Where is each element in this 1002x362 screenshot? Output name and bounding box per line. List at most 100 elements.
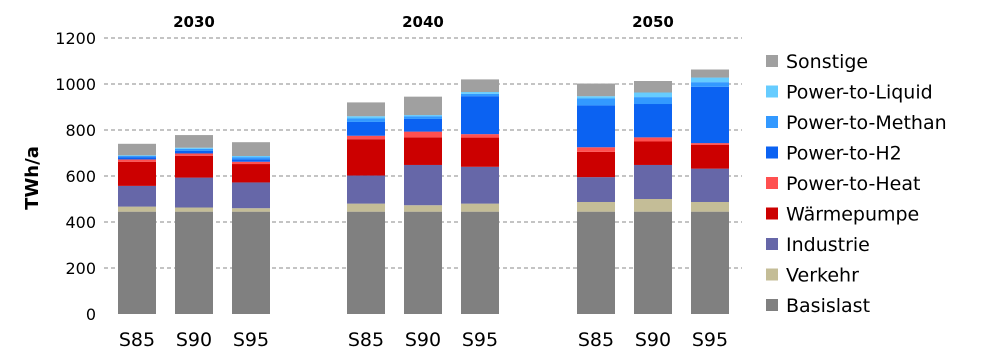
bar-segment-basislast (404, 211, 442, 314)
bar-segment-power-to-heat (118, 159, 156, 162)
bar-segment-power-to-methan (634, 97, 672, 105)
y-tick-label: 0 (86, 305, 96, 324)
bar-segment-basislast (232, 211, 270, 314)
legend-swatch (766, 299, 778, 311)
bar-segment-power-to-heat (461, 134, 499, 138)
legend-swatch (766, 238, 778, 250)
group-label: 2050 (632, 13, 674, 31)
legend-swatch (766, 268, 778, 281)
bar-segment-power-to-heat (404, 131, 442, 138)
legend-swatch (766, 85, 778, 98)
group-label: 2030 (173, 13, 215, 31)
legend-label: Basislast (786, 295, 870, 317)
bar-segment-power-to-heat (634, 137, 672, 142)
bar-segment-industrie (232, 182, 270, 209)
x-category-label: S90 (176, 329, 212, 351)
y-tick-label: 200 (65, 259, 96, 278)
bar-segment-verkehr (232, 208, 270, 212)
bar-segment-w-rmepumpe (347, 139, 385, 176)
bar-segment-basislast (577, 211, 615, 314)
bar-segment-power-to-heat (232, 161, 270, 165)
legend-label: Power-to-Methan (786, 112, 947, 134)
y-axis-ticks: 0 200 400 600 800 1000 1200 (55, 29, 96, 324)
x-category-label: S85 (348, 329, 384, 351)
bar-segment-power-to-methan (175, 148, 213, 151)
bar-segment-verkehr (118, 206, 156, 212)
x-category-label: S90 (635, 329, 671, 351)
legend-label: Power-to-Liquid (786, 82, 933, 104)
bar-segment-sonstige (118, 143, 156, 156)
x-category-label: S85 (119, 329, 155, 351)
bar-segment-power-to-liquid (347, 116, 385, 119)
bar-segment-power-to-heat (175, 153, 213, 156)
bar-segment-verkehr (691, 201, 729, 212)
bar-segment-w-rmepumpe (461, 137, 499, 167)
bar-segment-power-to-liquid (118, 155, 156, 156)
bar-segment-power-to-h2 (577, 105, 615, 148)
x-category-label: S95 (462, 329, 498, 351)
bar-segment-sonstige (577, 83, 615, 97)
bar-segment-sonstige (404, 96, 442, 116)
bar-segment-power-to-heat (577, 147, 615, 152)
legend-label: Power-to-Heat (786, 173, 920, 195)
group-labels: 2030 2040 2050 (173, 13, 674, 31)
bar-segment-industrie (461, 166, 499, 204)
legend-label: Industrie (786, 234, 870, 256)
bar-segment-power-to-liquid (175, 147, 213, 149)
bar-segment-power-to-h2 (347, 121, 385, 136)
bar-segment-power-to-methan (461, 93, 499, 97)
bar-segment-power-to-liquid (634, 92, 672, 98)
bar-segment-w-rmepumpe (691, 144, 729, 169)
bar-segment-power-to-h2 (232, 159, 270, 162)
legend-label: Wärmepumpe (786, 204, 919, 226)
bar-segment-sonstige (691, 69, 729, 78)
x-category-label: S90 (405, 329, 441, 351)
bar-segment-sonstige (347, 102, 385, 117)
bar-segment-power-to-h2 (461, 96, 499, 135)
bar-segment-sonstige (634, 81, 672, 93)
legend: Sonstige Power-to-Liquid Power-to-Methan Po… (766, 51, 947, 317)
bar-segment-sonstige (175, 135, 213, 148)
bar-segment-power-to-methan (691, 82, 729, 87)
bar-segment-w-rmepumpe (175, 155, 213, 178)
bar-segment-verkehr (634, 199, 672, 212)
bar-segment-power-to-h2 (175, 150, 213, 154)
y-tick-label: 600 (65, 167, 96, 186)
x-category-label: S95 (233, 329, 269, 351)
legend-swatch (766, 207, 778, 220)
bar-segment-w-rmepumpe (577, 151, 615, 178)
bar-segment-industrie (118, 185, 156, 207)
bar-segment-basislast (461, 211, 499, 314)
x-category-label: S85 (578, 329, 614, 351)
bar-segment-verkehr (577, 201, 615, 212)
legend-swatch (766, 177, 778, 189)
bar-segment-sonstige (232, 142, 270, 156)
legend-label: Verkehr (786, 265, 859, 287)
bar-segment-power-to-methan (404, 116, 442, 119)
bar-segment-industrie (404, 164, 442, 206)
bar-segment-power-to-methan (118, 155, 156, 158)
x-category-label: S95 (692, 329, 728, 351)
bar-segment-basislast (118, 211, 156, 314)
bar-segment-basislast (175, 211, 213, 314)
bar-segment-power-to-liquid (691, 77, 729, 83)
bar-segment-w-rmepumpe (232, 164, 270, 183)
bar-segment-industrie (691, 168, 729, 202)
bar-segment-power-to-liquid (577, 96, 615, 99)
bar-segment-basislast (347, 211, 385, 314)
y-axis-label: TWh/a (22, 146, 43, 210)
legend-swatch (766, 116, 778, 128)
bar-segment-power-to-heat (691, 143, 729, 145)
bar-segment-sonstige (461, 79, 499, 93)
x-axis-categories: S85 S90 S95 S85 S90 S95 S85 S90 S95 (119, 329, 728, 351)
bar-segment-power-to-h2 (404, 118, 442, 132)
bar-segment-power-to-liquid (461, 92, 499, 94)
bar-segment-w-rmepumpe (404, 137, 442, 165)
bar-segment-power-to-liquid (404, 115, 442, 117)
bar-segment-w-rmepumpe (634, 141, 672, 165)
bar-segment-basislast (634, 211, 672, 314)
bar-segment-industrie (347, 175, 385, 204)
legend-swatch (766, 146, 778, 159)
y-tick-label: 800 (65, 121, 96, 140)
